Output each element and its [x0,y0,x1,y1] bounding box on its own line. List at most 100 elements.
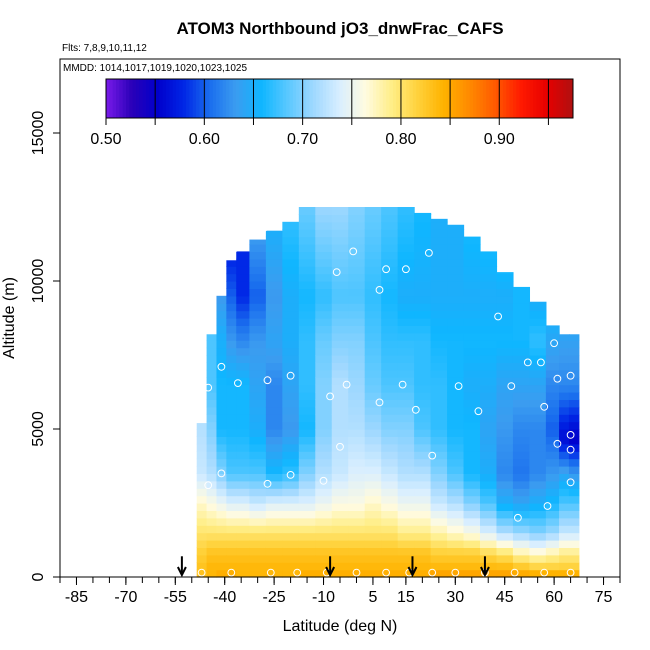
heatmap-cell [381,229,399,238]
heatmap-cell [397,466,415,474]
heatmap-cell [331,355,349,363]
heatmap-cell [480,295,498,304]
heatmap-cell [447,443,465,452]
heatmap-cell [282,384,300,393]
heatmap-cell [331,221,349,230]
heatmap-cell [282,436,300,445]
heatmap-cell [496,303,514,312]
colorbar-swatch [239,79,244,118]
heatmap-cell [282,332,300,341]
heatmap-cell [315,273,333,282]
heatmap-cell [559,436,570,445]
heatmap-cell [282,414,300,423]
heatmap-cell [480,540,498,548]
heatmap-cell [496,288,514,297]
heatmap-cell [430,421,448,430]
heatmap-cell [480,451,498,460]
heatmap-cell [568,480,580,489]
heatmap-cell [206,562,218,571]
heatmap-cell [381,554,399,563]
sample-point [402,265,410,274]
colorbar-tick-label: 0.50 [90,131,121,148]
sample-point [560,321,568,330]
heatmap-cell [529,473,547,482]
colorbar-swatch [429,79,434,118]
colorbar-swatch [476,79,481,118]
arrow-marker-head [325,566,336,578]
heatmap-cell [364,384,382,393]
heatmap-cell [364,318,382,326]
heatmap-cell [249,443,267,452]
heatmap-cell [568,458,580,467]
heatmap-cell [414,258,432,267]
heatmap-cell [496,273,514,282]
heatmap-cell [447,369,465,378]
heatmap-cell [496,310,514,319]
sample-point [537,358,545,367]
heatmap-cell [348,510,366,519]
heatmap-cell [381,532,399,541]
heatmap-cell [331,451,349,460]
heatmap-cell [568,436,580,445]
heatmap-cell [226,569,237,578]
colorbar-swatch [326,79,330,118]
heatmap-cell [298,214,316,223]
heatmap-cell [463,473,481,482]
heatmap-cell [529,332,547,341]
heatmap-cell [348,318,366,326]
heatmap-cell [206,569,218,578]
heatmap-cell [381,473,399,482]
heatmap-cell [249,406,267,415]
heatmap-cell [529,540,547,548]
heatmap-cell [430,244,448,252]
heatmap-cell [331,384,349,393]
heatmap-cell [331,236,349,245]
heatmap-cell [331,214,349,223]
heatmap-cell [265,310,283,319]
heatmap-cell [236,332,251,341]
heatmap-cell [529,495,547,504]
colorbar-swatch [316,79,320,118]
heatmap-cell [226,421,237,430]
colorbar-swatch [489,79,494,118]
heatmap-cell [430,362,448,371]
heatmap-cell [463,517,481,526]
chart-title: ATOM3 Northbound jO3_dnwFrac_CAFS [176,19,503,38]
colorbar-swatch [172,79,177,118]
heatmap-cell [447,547,465,556]
heatmap-cell [236,303,251,312]
colorbar-swatch [299,79,304,118]
colorbar-swatch [352,79,357,118]
colorbar-swatch [129,79,134,118]
heatmap-cell [282,251,300,260]
heatmap-cell [348,251,366,260]
heatmap-cell [315,295,333,304]
heatmap-cell [463,369,481,378]
heatmap-cell [216,495,227,504]
heatmap-cell [559,406,570,415]
heatmap-cell [331,207,349,215]
heatmap-cell [206,525,218,534]
heatmap-cell [364,458,382,467]
heatmap-cell [216,318,227,326]
heatmap-cell [249,392,267,400]
heatmap-cell [216,547,227,556]
heatmap-cell [282,303,300,312]
colorbar-swatch [469,79,474,118]
heatmap-cell [463,325,481,334]
heatmap-cell [364,466,382,474]
heatmap-cell [545,532,560,541]
heatmap-cell [315,392,333,400]
colorbar-swatch [279,79,284,118]
heatmap-cell [298,288,316,297]
heatmap-cell [463,458,481,467]
heatmap-cell [447,525,465,534]
heatmap-cell [568,473,580,482]
sample-point [428,568,437,577]
heatmap-cell [397,540,415,548]
heatmap-cell [236,569,251,578]
heatmap-cell [315,495,333,504]
colorbar-swatch [116,79,120,118]
heatmap-cell [298,547,316,556]
colorbar-swatch [219,79,224,118]
